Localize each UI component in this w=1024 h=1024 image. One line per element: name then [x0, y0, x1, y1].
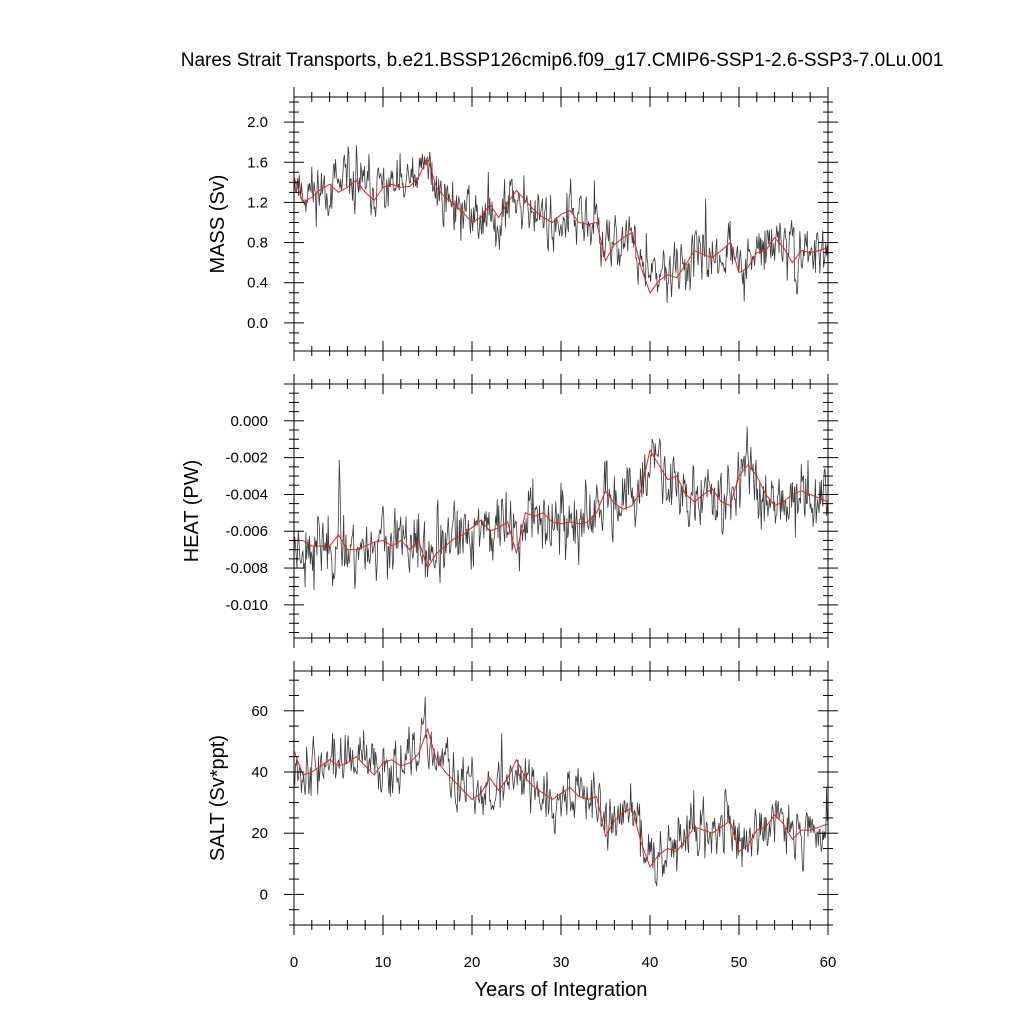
x-tick-label: 40	[642, 954, 659, 971]
y-tick-label: -0.010	[225, 597, 268, 614]
y-axis-label: MASS (Sv)	[207, 175, 229, 274]
raw-series-line	[294, 426, 828, 591]
y-tick-label: -0.002	[225, 450, 268, 467]
plot-frame	[293, 96, 829, 352]
y-tick-label: -0.008	[225, 560, 268, 577]
x-tick-label: 30	[553, 954, 570, 971]
y-tick-label: 20	[251, 825, 268, 842]
y-tick-label: 0	[260, 886, 268, 903]
chart-title: Nares Strait Transports, b.e21.BSSP126cm…	[181, 50, 944, 71]
y-tick-label: 0.8	[247, 235, 268, 252]
y-tick-label: 0.000	[230, 413, 268, 430]
smoothed-series-line	[294, 448, 828, 570]
y-tick-label: 1.2	[247, 194, 268, 211]
y-tick-label: 60	[251, 703, 268, 720]
x-tick-label: 60	[820, 954, 837, 971]
y-tick-label: -0.006	[225, 523, 268, 540]
plot-frame	[293, 670, 829, 926]
panel-3: 0 10 20 30 40 50 60 0 20 40 60 SALT (Sv*ppt)	[207, 661, 838, 971]
x-tick-label: 50	[731, 954, 748, 971]
y-tick-label: 1.6	[247, 154, 268, 171]
panel-1: 0.0 0.4 0.8 1.2 1.6 2.0 MASS (Sv)	[207, 87, 838, 361]
x-tick-label: 20	[464, 954, 481, 971]
y-tick-label: 0.0	[247, 315, 268, 332]
smoothed-series-line	[294, 155, 828, 294]
x-tick-label: 10	[375, 954, 392, 971]
plot-frame	[293, 383, 829, 639]
smoothed-series-line	[294, 727, 828, 868]
raw-series-line	[294, 697, 828, 887]
x-axis-label: Years of Integration	[475, 979, 648, 1001]
y-tick-label: 0.4	[247, 275, 268, 292]
panel-2: -0.010 -0.008 -0.006 -0.004 -0.002 0.000 HEAT …	[181, 374, 838, 648]
y-tick-label: -0.004	[225, 486, 268, 503]
y-axis-label: HEAT (PW)	[181, 460, 203, 563]
y-tick-label: 2.0	[247, 114, 268, 131]
y-tick-label: 40	[251, 764, 268, 781]
x-tick-label: 0	[290, 954, 298, 971]
raw-series-line	[294, 145, 828, 303]
y-axis-label: SALT (Sv*ppt)	[207, 735, 229, 861]
